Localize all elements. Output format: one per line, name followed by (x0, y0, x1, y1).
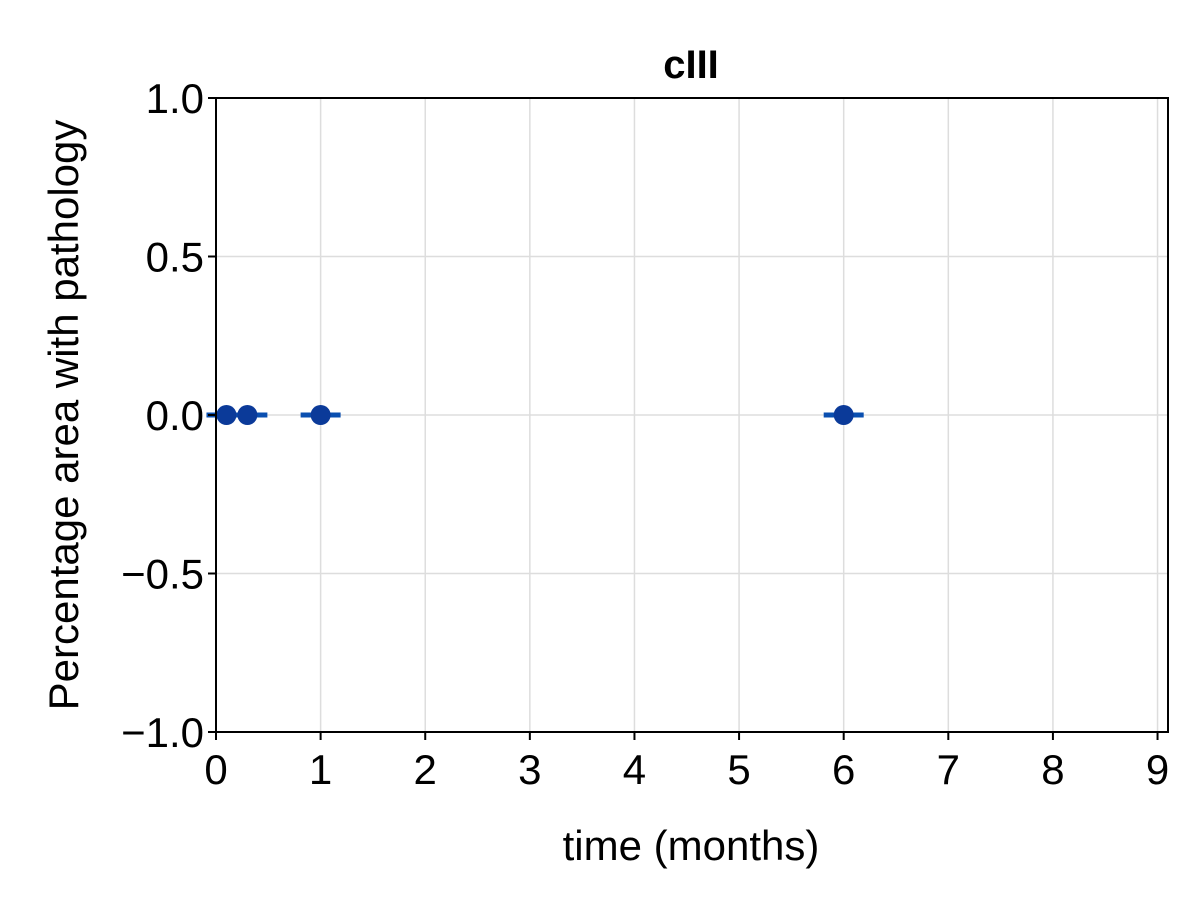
x-tick-label: 1 (309, 746, 332, 793)
x-tick-label: 0 (204, 746, 227, 793)
y-axis-ticks: −1.0 −0.5 0.0 0.5 1.0 (121, 75, 216, 756)
y-tick-label: 0.0 (146, 392, 204, 439)
grid (215, 97, 1168, 733)
y-axis-label: Percentage area with pathology (40, 120, 87, 711)
x-tick-label: 3 (518, 746, 541, 793)
y-tick-label: 0.5 (146, 234, 204, 281)
data-point (310, 405, 331, 425)
y-tick-label: 1.0 (146, 75, 204, 122)
x-axis-ticks: 0 1 2 3 4 5 6 7 8 9 (204, 732, 1169, 793)
data-point (237, 405, 258, 425)
x-tick-label: 5 (727, 746, 750, 793)
x-tick-label: 7 (937, 746, 960, 793)
y-tick-label: −0.5 (121, 551, 204, 598)
x-tick-label: 6 (832, 746, 855, 793)
data-points (216, 405, 854, 425)
y-tick-label: −1.0 (121, 709, 204, 756)
x-tick-label: 9 (1146, 746, 1169, 793)
data-point (833, 405, 854, 425)
data-point (216, 405, 237, 425)
x-axis-label: time (months) (563, 822, 820, 869)
x-tick-label: 8 (1041, 746, 1064, 793)
x-tick-label: 2 (414, 746, 437, 793)
x-tick-label: 4 (623, 746, 646, 793)
chart-title: cIII (663, 43, 719, 87)
